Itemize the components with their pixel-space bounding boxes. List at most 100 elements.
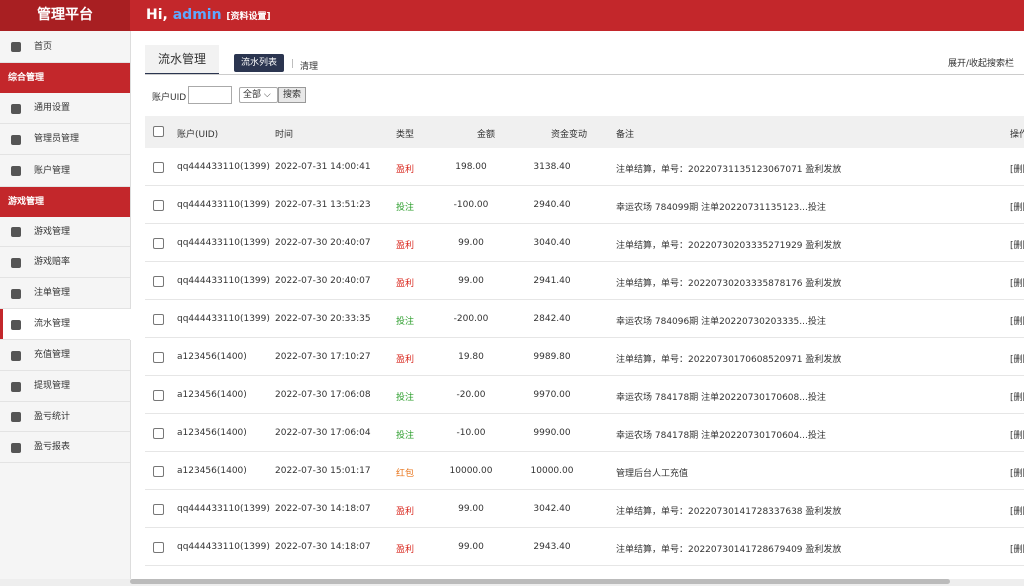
cell-uid: qq444433110(1399) — [177, 504, 270, 514]
cell-uid: a123456(1400) — [177, 390, 247, 400]
cell-action[interactable]: [删除] — [1010, 162, 1024, 175]
cell-uid: qq444433110(1399) — [177, 542, 270, 552]
cell-time: 2022-07-30 14:18:07 — [275, 504, 371, 514]
row-checkbox[interactable] — [153, 504, 164, 515]
sidebar-item[interactable]: 账户管理 — [34, 155, 70, 187]
type-select[interactable]: 全部 ⌵ — [239, 87, 278, 103]
cell-type: 盈利 — [396, 162, 414, 175]
cell-uid: a123456(1400) — [177, 466, 247, 476]
row-checkbox[interactable] — [153, 238, 164, 249]
logo: 管理平台 — [0, 0, 130, 31]
toggle-search[interactable]: 展开/收起搜索栏 — [948, 56, 1014, 69]
column-header: 资金变动 — [535, 127, 603, 140]
cell-action[interactable]: [删除] — [1010, 200, 1024, 213]
row-divider — [145, 223, 1024, 224]
cell-uid: a123456(1400) — [177, 428, 247, 438]
sidebar-icon — [11, 166, 21, 176]
cell-type: 盈利 — [396, 352, 414, 365]
cell-type: 投注 — [396, 428, 414, 441]
cell-amount: 99.00 — [441, 238, 501, 248]
cell-time: 2022-07-30 17:10:27 — [275, 352, 371, 362]
scroll-thumb[interactable] — [130, 579, 950, 584]
cell-amount: 198.00 — [441, 162, 501, 172]
sidebar-item[interactable]: 充值管理 — [34, 340, 70, 371]
row-checkbox[interactable] — [153, 162, 164, 173]
column-header: 备注 — [616, 127, 634, 140]
cell-action[interactable]: [删除] — [1010, 238, 1024, 251]
header-checkbox cb[interactable] — [153, 126, 164, 137]
cell-action[interactable]: [删除] — [1010, 466, 1024, 479]
sidebar-item[interactable]: 游戏管理 — [34, 217, 70, 247]
cell-time: 2022-07-30 20:40:07 — [275, 238, 371, 248]
row-divider — [145, 375, 1024, 376]
cell-change: 9989.80 — [518, 352, 586, 362]
sidebar-icon — [11, 42, 21, 52]
sidebar-item[interactable]: 注单管理 — [34, 278, 70, 309]
cell-action[interactable]: [删除] — [1010, 542, 1024, 555]
cell-note: 幸运农场 784178期 注单20220730170604...投注 — [616, 428, 826, 441]
cell-action[interactable]: [删除] — [1010, 352, 1024, 365]
sidebar-icon — [11, 320, 21, 330]
cell-type: 盈利 — [396, 504, 414, 517]
row-checkbox[interactable] — [153, 466, 164, 477]
cell-amount: 99.00 — [441, 542, 501, 552]
row-checkbox[interactable] — [153, 314, 164, 325]
sidebar-item[interactable]: 首页 — [34, 31, 52, 63]
sidebar-item[interactable]: 流水管理 — [34, 309, 70, 340]
sidebar-item[interactable]: 盈亏统计 — [34, 402, 70, 432]
row-divider — [145, 489, 1024, 490]
cell-action[interactable]: [删除] — [1010, 504, 1024, 517]
sidebar-item[interactable]: 游戏赔率 — [34, 247, 70, 278]
cell-uid: qq444433110(1399) — [177, 162, 270, 172]
tab-active[interactable]: 流水列表 — [234, 54, 284, 72]
cell-time: 2022-07-30 20:40:07 — [275, 276, 371, 286]
cell-action[interactable]: [删除] — [1010, 314, 1024, 327]
tab-separator: | — [291, 59, 294, 69]
sidebar-item[interactable]: 盈亏报表 — [34, 432, 70, 463]
search-input[interactable] — [188, 86, 232, 104]
cell-amount: -20.00 — [441, 390, 501, 400]
row-checkbox[interactable] — [153, 352, 164, 363]
cell-amount: 19.80 — [441, 352, 501, 362]
cell-time: 2022-07-30 14:18:07 — [275, 542, 371, 552]
sidebar-divider — [0, 462, 130, 463]
row-checkbox[interactable] — [153, 276, 164, 287]
sidebar-icon — [11, 258, 21, 268]
greeting: Hi, admin [资料设置] — [146, 7, 271, 23]
tab[interactable]: 清理 — [300, 59, 318, 72]
sidebar-icon — [11, 289, 21, 299]
sidebar-section: 综合管理 — [0, 63, 130, 93]
row-checkbox[interactable] — [153, 428, 164, 439]
cell-action[interactable]: [删除] — [1010, 428, 1024, 441]
cell-action[interactable]: [删除] — [1010, 390, 1024, 403]
cell-note: 注单结算，单号：20220731135123067071 盈利发放 — [616, 162, 841, 175]
cell-time: 2022-07-31 14:00:41 — [275, 162, 371, 172]
cell-uid: qq444433110(1399) — [177, 238, 270, 248]
cell-type: 盈利 — [396, 238, 414, 251]
sidebar-item[interactable]: 管理员管理 — [34, 124, 79, 155]
row-divider — [145, 451, 1024, 452]
settings-link[interactable]: [资料设置] — [226, 12, 270, 22]
sidebar-item[interactable]: 提现管理 — [34, 371, 70, 402]
sidebar-item[interactable]: 通用设置 — [34, 93, 70, 124]
row-divider — [145, 261, 1024, 262]
username[interactable]: admin — [173, 7, 222, 23]
row-divider — [145, 527, 1024, 528]
row-divider — [145, 565, 1024, 566]
cell-action[interactable]: [删除] — [1010, 276, 1024, 289]
row-checkbox[interactable] — [153, 200, 164, 211]
column-header: 账户(UID) — [177, 127, 218, 140]
cell-note: 注单结算，单号：20220730203335878176 盈利发放 — [616, 276, 841, 289]
row-checkbox[interactable] — [153, 390, 164, 401]
cell-time: 2022-07-30 20:33:35 — [275, 314, 371, 324]
search-button[interactable]: 搜索 — [278, 87, 306, 103]
row-checkbox[interactable] — [153, 542, 164, 553]
cell-amount: -10.00 — [441, 428, 501, 438]
cell-type: 投注 — [396, 200, 414, 213]
cell-amount: -200.00 — [441, 314, 501, 324]
sidebar-icon — [11, 382, 21, 392]
cell-type: 投注 — [396, 314, 414, 327]
sidebar-section: 游戏管理 — [0, 187, 130, 217]
cell-change: 3040.40 — [518, 238, 586, 248]
